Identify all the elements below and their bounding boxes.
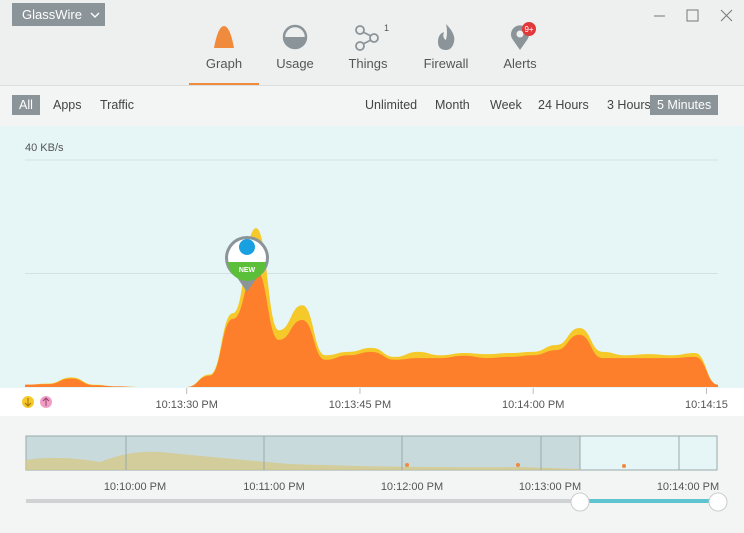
filter-button[interactable]: 24 Hours bbox=[538, 98, 589, 112]
tab-label: Firewall bbox=[423, 56, 469, 71]
overview-tick-label: 10:13:00 PM bbox=[519, 481, 581, 493]
filter-button[interactable]: All bbox=[12, 95, 40, 115]
time-axis-band bbox=[0, 388, 744, 416]
slider-range bbox=[580, 499, 718, 503]
overview-past bbox=[25, 435, 581, 471]
tab-icon bbox=[214, 26, 234, 48]
filter-button[interactable]: Month bbox=[435, 98, 470, 112]
window-controls bbox=[654, 9, 733, 22]
alerts-badge: 9+ bbox=[524, 25, 533, 34]
filter-button[interactable]: 3 Hours bbox=[607, 98, 651, 112]
arrow bbox=[24, 398, 32, 407]
event-dot bbox=[516, 463, 520, 467]
maximize[interactable] bbox=[686, 9, 699, 22]
header: GlassWire Graph Usage 1 Things Firewall 9+ Ale… bbox=[0, 0, 744, 86]
filter-button[interactable]: Traffic bbox=[100, 98, 135, 112]
plot-background bbox=[0, 126, 744, 388]
filter-button[interactable]: Apps bbox=[53, 98, 82, 112]
close[interactable] bbox=[720, 9, 733, 22]
traffic-area bbox=[25, 228, 718, 387]
slider-handle[interactable] bbox=[708, 492, 728, 512]
marker-ring bbox=[225, 236, 269, 280]
overview-tick-label: 10:10:00 PM bbox=[104, 481, 166, 493]
x-tick-label: 10:13:30 PM bbox=[156, 399, 218, 411]
traffic-area bbox=[25, 270, 718, 387]
nav-tab[interactable]: Firewall bbox=[411, 22, 481, 85]
event-dot bbox=[405, 463, 409, 467]
nav-tab[interactable]: Graph bbox=[189, 22, 259, 85]
tab-icon: 1 bbox=[355, 23, 389, 51]
overview-tick-label: 10:12:00 PM bbox=[381, 481, 443, 493]
overview-area bbox=[26, 451, 580, 470]
overview-tick-label: 10:11:00 PM bbox=[243, 481, 305, 493]
y-tick-label: 40 KB/s bbox=[25, 142, 64, 154]
marker-new-band bbox=[228, 262, 266, 281]
filter-bar: All Apps Traffic bbox=[12, 92, 212, 118]
x-tick-label: 10:14:00 PM bbox=[502, 399, 564, 411]
overview-window bbox=[579, 435, 718, 471]
marker-face bbox=[228, 239, 266, 277]
tab-icon bbox=[282, 24, 308, 50]
incoming-icon bbox=[22, 396, 34, 408]
tab-label: Usage bbox=[276, 56, 314, 71]
overview-tick-label: 10:14:00 PM bbox=[657, 481, 719, 493]
marker-pin bbox=[236, 276, 258, 292]
tab-icon: 9+ bbox=[511, 22, 536, 50]
arrow bbox=[42, 397, 50, 406]
overview-grid bbox=[125, 436, 680, 470]
overview bbox=[25, 435, 728, 512]
tab-label: Alerts bbox=[503, 56, 537, 71]
filter-button[interactable]: Week bbox=[490, 98, 522, 112]
x-tick-label: 10:13:45 PM bbox=[329, 399, 391, 411]
event-dot bbox=[622, 464, 626, 468]
things-badge: 1 bbox=[384, 23, 389, 33]
skype-icon bbox=[239, 239, 255, 255]
outgoing-icon bbox=[40, 396, 52, 408]
range-bar: Unlimited Month Week 24 Hours 3 Hours 5 Minut… bbox=[356, 92, 736, 118]
filter-button[interactable]: Unlimited bbox=[365, 98, 418, 112]
chevron bbox=[90, 12, 100, 18]
tab-label: Things bbox=[348, 56, 388, 71]
nav-tab[interactable]: Usage bbox=[260, 22, 330, 85]
nav-tab[interactable]: 9+ Alerts bbox=[485, 22, 555, 85]
marker-label: NEW bbox=[239, 267, 256, 274]
tab-icon bbox=[438, 24, 455, 50]
app-marker: NEW bbox=[225, 236, 269, 292]
slider-track bbox=[26, 499, 580, 503]
app-title: GlassWire bbox=[22, 7, 82, 22]
app-menu[interactable]: GlassWire bbox=[12, 3, 105, 26]
x-tick-label: 10:14:15 bbox=[685, 399, 728, 411]
slider-handle[interactable] bbox=[570, 492, 590, 512]
nav-tab[interactable]: 1 Things bbox=[333, 22, 403, 85]
filter-button[interactable]: 5 Minutes bbox=[650, 95, 719, 115]
tab-label: Graph bbox=[205, 56, 243, 71]
